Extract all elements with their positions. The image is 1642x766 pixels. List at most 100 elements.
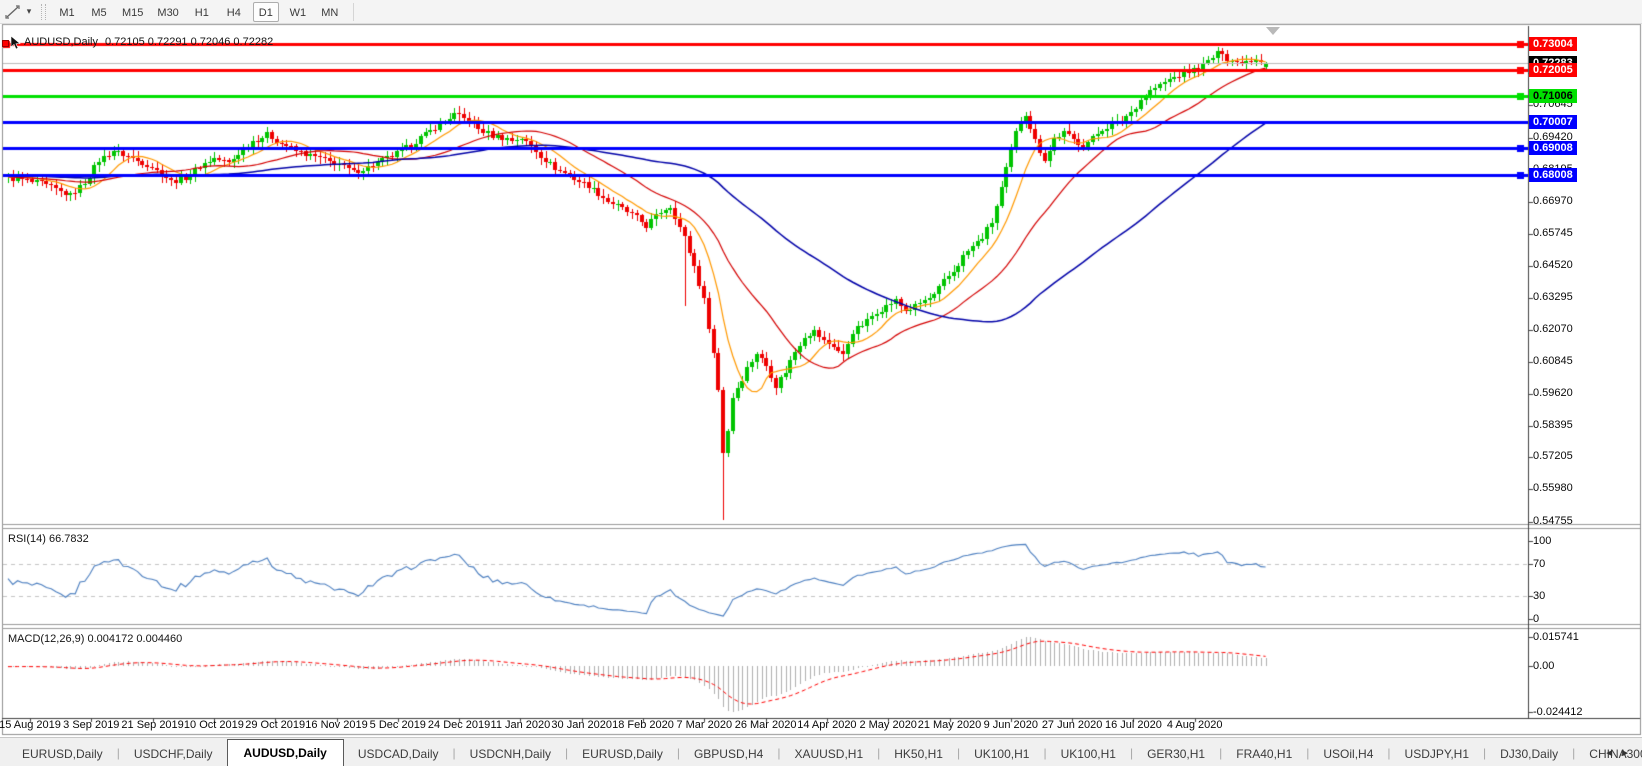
timeframe-button-m15[interactable]: M15	[122, 6, 144, 19]
tab-separator: |	[777, 745, 781, 760]
date-label: 5 Dec 2019	[369, 719, 426, 731]
price-tick: 0.69420	[1533, 130, 1573, 143]
date-label: 15 Aug 2019	[0, 719, 61, 731]
toolbar-grip	[41, 3, 46, 20]
chart-tab-dj30-daily[interactable]: DJ30,Daily	[1500, 747, 1559, 761]
trendline-handle[interactable]	[2, 40, 9, 47]
hline-price-label: 0.72005	[1529, 62, 1577, 77]
tab-separator: |	[877, 745, 881, 760]
toolbar-separator	[352, 2, 354, 21]
date-label: 21 Sep 2019	[121, 719, 184, 731]
chart-tab-usdjpy-h1[interactable]: USDJPY,H1	[1404, 747, 1470, 761]
tab-scroll-right-icon[interactable]: ►	[1620, 748, 1636, 759]
date-label: 30 Jan 2020	[551, 719, 612, 731]
tab-separator: |	[1043, 745, 1047, 760]
tab-separator: |	[116, 745, 120, 760]
macd-scale-label: 0.00	[1533, 660, 1555, 672]
chart-tab-fra40-h1[interactable]: FRA40,H1	[1236, 747, 1293, 761]
chart-tab-uk100-h1[interactable]: UK100,H1	[974, 747, 1030, 761]
chart-tab-eurusd-daily[interactable]: EURUSD,Daily	[582, 747, 663, 761]
date-label: 18 Feb 2020	[612, 719, 674, 731]
macd-label: MACD(12,26,9) 0.004172 0.004460	[8, 633, 183, 645]
date-label: 10 Oct 2019	[183, 719, 244, 731]
timeframe-button-m5[interactable]: M5	[91, 6, 107, 19]
price-tick: 0.54755	[1533, 514, 1573, 527]
tab-separator: |	[1572, 745, 1576, 760]
price-tick: 0.64520	[1533, 258, 1573, 271]
chart-ohlc-values: 0.72105 0.72291 0.72046 0.72282	[104, 36, 274, 48]
tab-separator: |	[1219, 745, 1223, 760]
price-tick: 0.55980	[1533, 482, 1573, 495]
price-tick: 0.63295	[1533, 290, 1573, 303]
tab-separator: |	[452, 745, 456, 760]
date-label: 2 May 2020	[859, 719, 917, 731]
chart-tab-bar: EURUSD,Daily | USDCHF,Daily AUDUSD,Daily USD…	[0, 737, 1642, 766]
date-label: 26 Mar 2020	[734, 719, 797, 731]
trendline-tool-icon[interactable]	[3, 3, 23, 21]
tool-dropdown-caret-icon[interactable]: ▾	[26, 6, 32, 16]
tab-separator: |	[1306, 745, 1310, 760]
hline-price-label: 0.68008	[1529, 167, 1577, 182]
chart-tab-usoil-h4[interactable]: USOil,H4	[1323, 747, 1374, 761]
tab-scroll-arrows: ◄►	[1604, 748, 1636, 759]
mouse-cursor-icon	[10, 35, 21, 50]
date-label: 3 Sep 2019	[63, 719, 120, 731]
date-label: 27 Jun 2020	[1041, 719, 1103, 731]
price-tick: 0.59620	[1533, 387, 1573, 400]
tab-scroll-left-icon[interactable]: ◄	[1604, 748, 1621, 759]
date-label: 16 Jul 2020	[1104, 719, 1162, 731]
chart-tab-eurusd-daily[interactable]: EURUSD,Daily	[22, 747, 103, 761]
rsi-scale-label: 70	[1533, 558, 1546, 571]
timeframes-toolbar: ▾ M1 M5 M15 M30 H1 H4 D1 W1 MN	[0, 0, 1642, 24]
timeframe-button-d1[interactable]: D1	[252, 1, 279, 22]
hline-price-label: 0.70007	[1529, 115, 1577, 130]
hline-price-label: 0.73004	[1529, 36, 1577, 51]
date-label: 9 Jun 2020	[983, 719, 1039, 731]
date-label: 4 Aug 2020	[1166, 719, 1223, 731]
chart-tabs: EURUSD,Daily | USDCHF,Daily AUDUSD,Daily USD…	[8, 739, 1642, 766]
tab-separator: |	[1483, 745, 1487, 760]
date-label: 21 May 2020	[917, 719, 982, 731]
chart-tab-hk50-h1[interactable]: HK50,H1	[894, 747, 943, 761]
chart-tab-uk100-h1[interactable]: UK100,H1	[1060, 747, 1116, 761]
price-tick: 0.62070	[1533, 322, 1573, 335]
timeframe-button-h4[interactable]: H4	[226, 6, 241, 19]
timeframe-button-w1[interactable]: W1	[289, 6, 307, 19]
rsi-scale-label: 100	[1533, 535, 1552, 547]
price-tick: 0.66970	[1533, 194, 1573, 207]
date-label: 7 Mar 2020	[676, 719, 733, 731]
date-label: 29 Oct 2019	[245, 719, 306, 731]
timeframe-button-m1[interactable]: M1	[59, 6, 75, 19]
timeframe-button-mn[interactable]: MN	[321, 6, 339, 19]
date-label: 24 Dec 2019	[427, 719, 491, 731]
chart-tab-audusd-daily[interactable]: AUDUSD,Daily	[226, 739, 344, 766]
chart-shift-marker-icon[interactable]	[1266, 27, 1280, 35]
timeframe-button-m30[interactable]: M30	[157, 6, 179, 19]
tab-separator: |	[956, 745, 961, 760]
timeframe-buttons: M1 M5 M15 M30 H1 H4 D1 W1 MN	[54, 1, 343, 22]
chart-title-row: AUDUSD,Daily 0.72105 0.72291 0.72046 0.72…	[24, 36, 273, 48]
tab-separator: |	[1387, 745, 1391, 760]
chart-tab-ger30-h1[interactable]: GER30,H1	[1147, 747, 1206, 761]
chart-tab-usdcnh-daily[interactable]: USDCNH,Daily	[469, 747, 552, 761]
date-label: 11 Jan 2020	[490, 719, 551, 731]
price-tick: 0.58395	[1533, 419, 1573, 432]
chart-tab-china300-h1[interactable]: CHINA300,H1	[1589, 747, 1642, 761]
rsi-scale-label: 0	[1533, 613, 1540, 625]
chart-title: AUDUSD,Daily	[24, 36, 98, 48]
chart-tab-xauusd-h1[interactable]: XAUUSD,H1	[794, 747, 864, 761]
rsi-label: RSI(14) 66.7832	[8, 533, 89, 545]
price-tick: 0.57205	[1533, 450, 1573, 463]
chart-tab-usdchf-daily[interactable]: USDCHF,Daily	[133, 747, 213, 761]
hline-price-label: 0.71006	[1529, 89, 1577, 103]
tab-separator: |	[676, 745, 680, 760]
date-label: 16 Nov 2019	[305, 719, 368, 731]
date-label: 14 Apr 2020	[797, 719, 857, 731]
price-tick: 0.60845	[1533, 355, 1573, 368]
timeframe-button-h1[interactable]: H1	[194, 6, 209, 19]
price-tick: 0.65745	[1533, 226, 1573, 239]
chart-tab-gbpusd-h4[interactable]: GBPUSD,H4	[693, 747, 764, 761]
chart-tab-usdcad-daily[interactable]: USDCAD,Daily	[357, 747, 439, 761]
